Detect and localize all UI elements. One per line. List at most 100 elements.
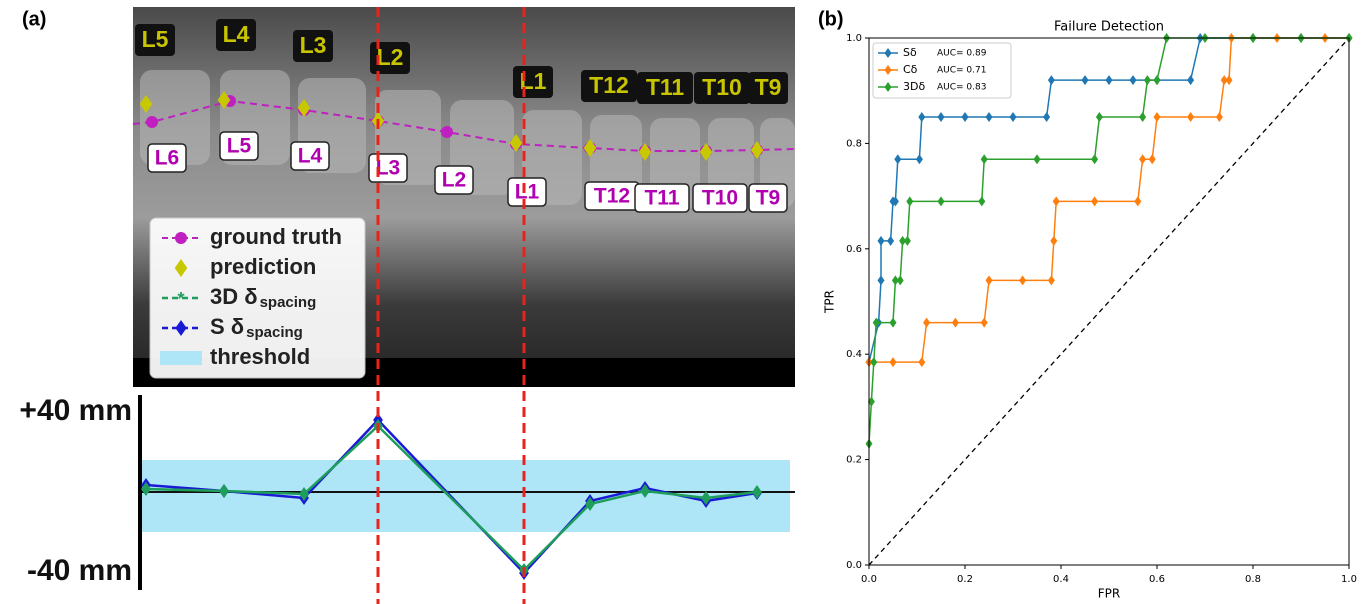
y-tick-label: 0.8 (846, 138, 862, 149)
roc-point (918, 112, 925, 122)
roc-point (1216, 112, 1223, 122)
roc-point (918, 357, 925, 367)
roc-point (1130, 75, 1137, 85)
roc-point (1106, 75, 1113, 85)
roc-point (894, 154, 901, 164)
y-tick-label: 0.2 (846, 455, 862, 466)
prediction-label: L4 (223, 21, 250, 47)
roc-point (1034, 154, 1041, 164)
x-tick-label: 0.8 (1245, 574, 1261, 585)
legend-label: Sδ (903, 46, 917, 59)
roc-point (986, 275, 993, 285)
legend-label: ground truth (210, 224, 342, 249)
x-tick-label: 0.6 (1149, 574, 1165, 585)
roc-point (1139, 154, 1146, 164)
roc-point (1226, 75, 1233, 85)
x-tick-label: 0.4 (1053, 574, 1069, 585)
roc-point (1154, 75, 1161, 85)
roc-point (1091, 154, 1098, 164)
prediction-label: L5 (142, 26, 169, 52)
legend-marker: * (177, 289, 184, 309)
roc-point (1149, 154, 1156, 164)
legend-subscript: spacing (246, 324, 303, 341)
prediction-label: L2 (377, 44, 404, 70)
roc-point (1050, 236, 1057, 246)
roc-point (1019, 275, 1026, 285)
x-axis-label: FPR (1098, 587, 1120, 601)
roc-point (878, 236, 885, 246)
panel-label: (b) (818, 8, 844, 30)
y-axis-label: TPR (823, 290, 837, 314)
ground-truth-label: L1 (515, 181, 540, 204)
roc-point (916, 154, 923, 164)
y-tick-label: 0.6 (846, 244, 862, 255)
roc-point (1144, 75, 1151, 85)
roc-point (904, 236, 911, 246)
roc-point (1187, 112, 1194, 122)
ground-truth-label: T9 (756, 187, 781, 210)
legend-name: S δ (210, 314, 244, 339)
y-tick-label: -40 mm (27, 554, 132, 587)
legend-label: Cδ (903, 63, 918, 76)
roc-point (986, 112, 993, 122)
panel-label: (a) (22, 8, 46, 30)
roc-point (890, 318, 897, 328)
legend-note: AUC= 0.89 (937, 49, 987, 59)
prediction-label: T10 (702, 74, 742, 100)
ground-truth-label: L6 (155, 147, 180, 170)
roc-point (952, 318, 959, 328)
legend-name: 3D δ (210, 284, 258, 309)
x-tick-label: 1.0 (1341, 574, 1357, 585)
roc-point (887, 236, 894, 246)
ground-truth-label: L4 (298, 145, 323, 168)
roc-point (1187, 75, 1194, 85)
figure: L5L4L3L2L1T12T11T10T9L6L5L4L3L2L1T12T11T… (0, 0, 1371, 604)
y-tick-label: 0.4 (846, 349, 862, 360)
roc-point (1043, 112, 1050, 122)
roc-point (938, 196, 945, 206)
roc-point (1082, 75, 1089, 85)
chart-title: Failure Detection (1054, 20, 1164, 35)
roc-point (906, 196, 913, 206)
legend-note: AUC= 0.71 (937, 66, 986, 76)
ground-truth-label: L5 (227, 135, 252, 158)
roc-point (1096, 112, 1103, 122)
roc-point (1139, 112, 1146, 122)
roc-point (1053, 196, 1060, 206)
roc-point (1091, 196, 1098, 206)
legend-note: AUC= 0.83 (937, 83, 986, 93)
roc-point (897, 275, 904, 285)
legend-label: threshold (210, 344, 310, 369)
roc-point (923, 318, 930, 328)
roc-point (981, 318, 988, 328)
y-tick-label: 1.0 (846, 33, 862, 44)
roc-point (890, 357, 897, 367)
roc-point (981, 154, 988, 164)
prediction-label: T11 (646, 74, 685, 100)
roc-point (1154, 112, 1161, 122)
ground-truth-label: T11 (644, 187, 679, 210)
legend-label: 3Dδ (903, 80, 925, 93)
roc-point (878, 275, 885, 285)
x-tick-label: 0.0 (861, 574, 877, 585)
legend-subscript: spacing (260, 294, 317, 311)
roc-point (1048, 75, 1055, 85)
legend-marker (160, 351, 202, 365)
ground-truth-label: L2 (442, 169, 467, 192)
prediction-label: T12 (589, 72, 629, 98)
roc-line (869, 38, 1349, 444)
roc-point (1048, 275, 1055, 285)
legend-label: prediction (210, 254, 316, 279)
prediction-label: L3 (300, 32, 327, 58)
y-tick-label: +40 mm (19, 394, 132, 427)
roc-point (938, 112, 945, 122)
x-tick-label: 0.2 (957, 574, 973, 585)
prediction-label: T9 (755, 74, 782, 100)
roc-point (1010, 112, 1017, 122)
roc-point (1134, 196, 1141, 206)
ground-truth-label: T12 (594, 185, 630, 208)
roc-point (978, 196, 985, 206)
ground-truth-label: T10 (702, 187, 738, 210)
roc-point (962, 112, 969, 122)
